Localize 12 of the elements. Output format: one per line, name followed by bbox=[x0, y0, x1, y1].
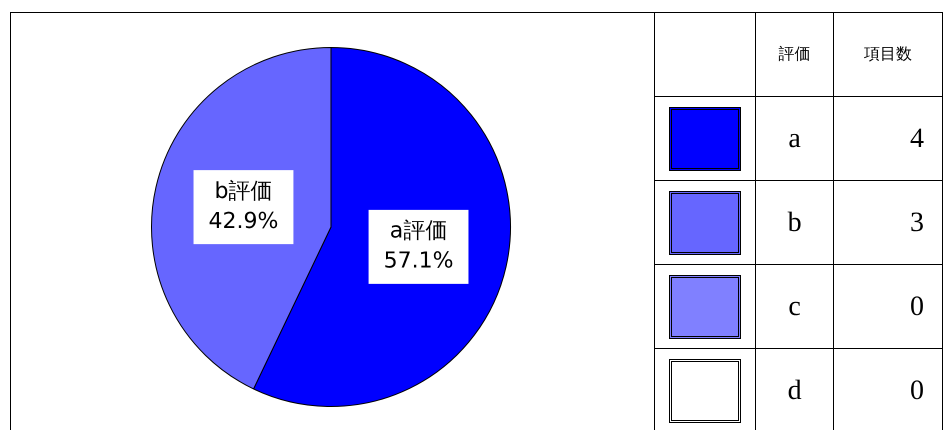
text: 3 bbox=[834, 180, 942, 264]
legend-title: 評価 bbox=[755, 12, 834, 96]
data-label: b評価 42.9% bbox=[208, 178, 278, 234]
text: 項目数 bbox=[834, 12, 942, 96]
data-label: a評価 57.1% bbox=[384, 218, 454, 274]
legend-label: a bbox=[755, 96, 834, 180]
text: 0 bbox=[834, 348, 942, 430]
text: 4 bbox=[834, 96, 942, 180]
legend-label: c bbox=[755, 264, 834, 348]
legend-label: b bbox=[755, 180, 834, 264]
legend-label: d bbox=[755, 348, 834, 430]
text: 0 bbox=[834, 264, 942, 348]
